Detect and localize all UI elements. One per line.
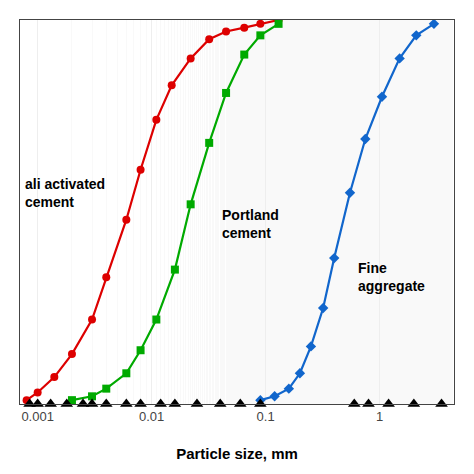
svg-text:Particle size, mm: Particle size, mm xyxy=(176,445,298,462)
svg-text:Fineaggregate: Fineaggregate xyxy=(358,260,425,294)
svg-text:Portlandcement: Portlandcement xyxy=(222,207,279,241)
svg-text:0.1: 0.1 xyxy=(257,409,275,424)
svg-text:0.01: 0.01 xyxy=(139,409,164,424)
svg-text:1: 1 xyxy=(376,409,383,424)
svg-text:ali activatedcement: ali activatedcement xyxy=(25,176,105,210)
svg-text:0.001: 0.001 xyxy=(21,409,54,424)
